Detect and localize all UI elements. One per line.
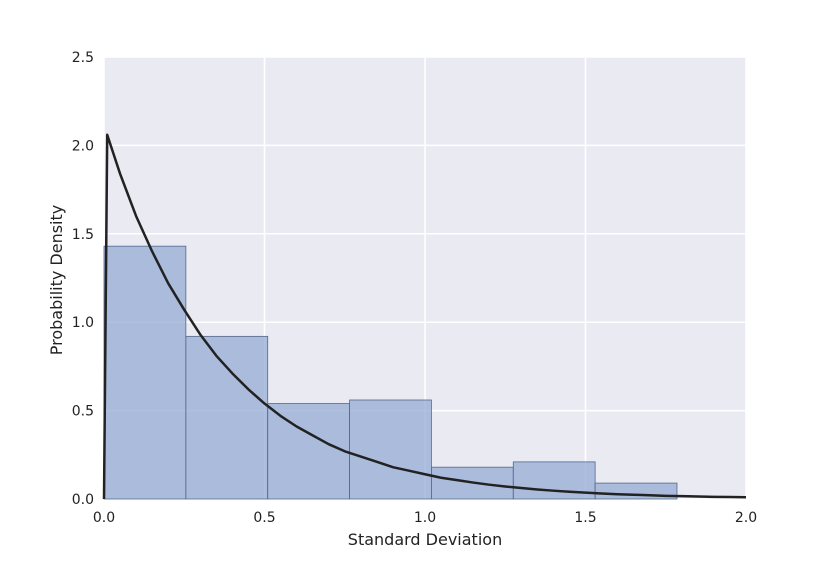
x-tick-labels: 0.0 0.5 1.0 1.5 2.0	[93, 510, 757, 526]
y-tick-label: 2.0	[72, 138, 94, 154]
grid	[103, 56, 747, 500]
histogram-bar	[267, 403, 350, 500]
y-tick-label: 2.5	[72, 50, 94, 66]
x-tick-label: 0.0	[93, 510, 115, 526]
y-tick-labels: 0.0 0.5 1.0 1.5 2.0 2.5	[72, 50, 94, 508]
x-tick-label: 1.5	[574, 510, 596, 526]
x-axis-label: Standard Deviation	[348, 530, 502, 549]
y-tick-label: 1.5	[72, 227, 94, 243]
histogram-bar	[103, 245, 187, 500]
y-tick-label: 0.0	[72, 492, 94, 508]
density-curve	[102, 133, 747, 500]
x-tick-label: 0.5	[253, 510, 275, 526]
density-curve-layer	[102, 133, 747, 500]
y-tick-label: 1.0	[72, 315, 94, 331]
y-tick-label: 0.5	[72, 404, 94, 420]
histogram-bar	[185, 335, 269, 500]
x-tick-label: 2.0	[735, 510, 757, 526]
y-axis-label: Probability Density	[47, 205, 66, 356]
x-tick-label: 1.0	[414, 510, 436, 526]
histogram-bar	[349, 399, 432, 500]
